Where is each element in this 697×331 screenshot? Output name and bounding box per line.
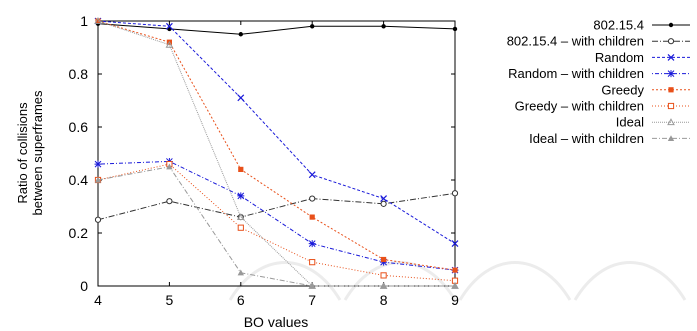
series-line [97,163,456,282]
x-tick-label: 4 [94,292,102,308]
series-5 [94,161,459,284]
legend-marker [667,118,675,126]
legend-marker [667,53,675,61]
data-point [308,240,316,248]
legend-entry-label: Ideal – with children [529,131,644,146]
data-point [451,190,459,197]
series-line [97,192,456,221]
data-point [309,214,315,220]
data-point [94,216,102,223]
legend-marker [667,102,675,110]
series-0 [95,21,458,37]
series-layer [94,16,459,289]
watermark [228,261,687,301]
y-tick-label: 0.2 [69,225,89,241]
data-point [166,198,173,205]
legend-marker [667,38,675,45]
series-4 [95,18,458,273]
data-point [237,269,244,276]
y-tick-label: 0.4 [69,172,89,188]
x-tick-label: 6 [237,292,245,308]
data-point [309,259,316,266]
y-tick-label: 0.8 [69,66,89,82]
data-point [380,282,387,289]
data-point [238,166,244,172]
legend-marker [667,135,675,141]
data-point [309,282,316,289]
data-point [310,24,315,29]
data-point [165,22,173,30]
data-point [237,192,245,200]
y-axis-label-line-1: Ratio of collisions [15,102,30,204]
legend-entry-label: 802.15.4 – with children [507,34,644,49]
plot-frame [97,20,456,287]
data-point [380,195,388,202]
series-line [97,166,455,287]
data-point [381,256,387,263]
data-point [308,171,316,179]
data-point [451,282,459,289]
x-axis-label: BO values [244,314,309,330]
y-axis-label: Ratio of collisions between superframes [15,90,45,216]
series-1 [94,190,459,223]
y-tick-label: 0 [80,278,88,294]
data-point [94,160,102,168]
data-point [238,32,243,37]
series-3 [94,157,459,274]
y-axis: 0 0.2 0.4 0.6 0.8 1 [69,13,455,294]
x-axis: 4 5 6 7 8 9 [94,21,459,308]
legend-marker [667,70,675,78]
legend-entry-label: 802.15.4 [593,18,644,33]
y-tick-label: 0.6 [69,119,89,135]
legend-entry-label: Ideal [616,115,644,130]
series-line [97,160,456,271]
data-point [237,224,244,231]
data-point [236,213,245,220]
data-point [380,200,387,207]
data-point [452,267,458,273]
data-point [452,26,458,32]
series-6 [94,16,459,289]
data-point [381,24,386,29]
x-tick-label: 7 [308,292,316,308]
data-point [380,272,387,279]
data-point [380,258,388,266]
data-point [94,16,102,24]
x-tick-label: 8 [380,292,388,308]
x-tick-label: 5 [166,292,174,308]
data-point [237,94,245,102]
series-7 [94,163,459,289]
data-point [451,240,459,248]
data-point [94,176,102,183]
data-point [166,163,173,170]
legend-entry-label: Random – with children [508,66,644,81]
series-line [97,20,456,271]
y-axis-label-line-2: between superframes [30,90,45,216]
x-tick-label: 9 [451,292,459,308]
legend-entry-label: Random [595,50,644,65]
legend-marker [668,22,674,28]
legend-entry-label: Greedy – with children [515,99,644,114]
legend-marker [668,87,674,93]
series-line [97,20,456,245]
series-line [97,20,455,287]
y-tick-label: 1 [80,13,88,29]
series-line [97,23,456,35]
data-point [165,40,174,48]
legend-entry-label: Greedy [601,82,644,97]
series-2 [94,17,459,248]
data-point [309,195,316,202]
